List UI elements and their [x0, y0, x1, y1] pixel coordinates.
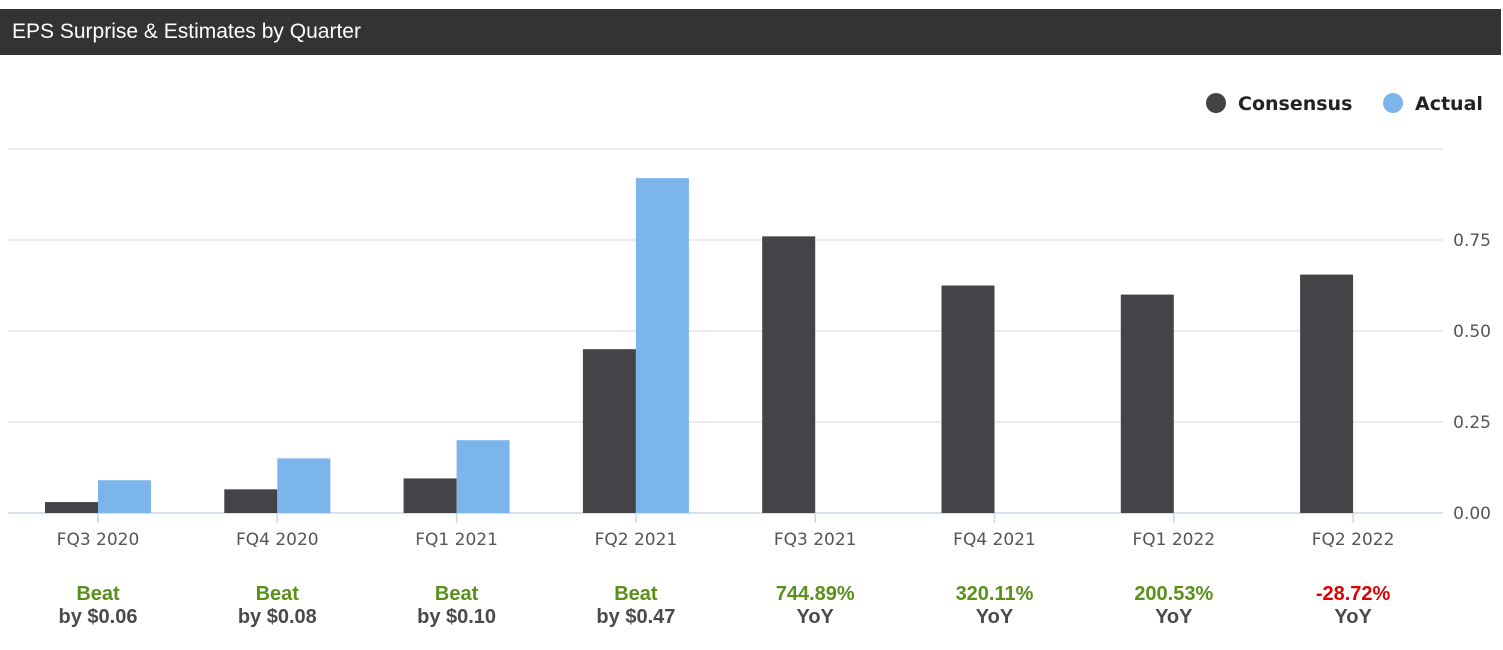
- bar-consensus[interactable]: [1120, 294, 1174, 513]
- bar-consensus[interactable]: [45, 502, 98, 513]
- surprise-label: Beat: [435, 583, 479, 605]
- bar-actual[interactable]: [277, 458, 331, 513]
- surprise-detail-label: YoY: [796, 606, 834, 628]
- legend-actual-marker: [1383, 93, 1403, 113]
- surprise-label: -28.72%: [1316, 583, 1391, 605]
- legend-actual-label[interactable]: Actual: [1415, 93, 1483, 115]
- x-tick-label: FQ3 2020: [57, 530, 140, 550]
- surprise-detail-label: by $0.06: [59, 606, 138, 628]
- bar-consensus[interactable]: [762, 236, 816, 514]
- y-tick-label: 0.75: [1453, 231, 1491, 251]
- surprise-detail-label: YoY: [1334, 606, 1372, 628]
- surprise-label: Beat: [614, 583, 658, 605]
- y-tick-label: 0.25: [1453, 413, 1491, 433]
- bar-consensus[interactable]: [582, 349, 636, 513]
- surprise-label: 744.89%: [776, 583, 855, 605]
- bar-actual[interactable]: [456, 440, 510, 513]
- surprise-label: 320.11%: [956, 583, 1034, 605]
- surprise-label: Beat: [256, 583, 300, 605]
- chart-title: EPS Surprise & Estimates by Quarter: [12, 20, 361, 43]
- bar-consensus[interactable]: [941, 285, 995, 514]
- y-tick-label: 0.00: [1453, 504, 1491, 524]
- surprise-detail-label: YoY: [976, 606, 1014, 628]
- x-tick-label: FQ4 2020: [236, 530, 319, 550]
- surprise-label: 200.53%: [1134, 583, 1213, 605]
- x-tick-label: FQ2 2022: [1312, 530, 1395, 550]
- bar-consensus[interactable]: [403, 478, 457, 513]
- x-tick-label: FQ2 2021: [595, 530, 678, 550]
- legend-consensus-label[interactable]: Consensus: [1238, 93, 1352, 115]
- x-tick-label: FQ4 2021: [953, 530, 1036, 550]
- y-tick-label: 0.50: [1453, 322, 1491, 342]
- surprise-detail-label: by $0.10: [417, 606, 496, 628]
- surprise-detail-label: YoY: [1155, 606, 1193, 628]
- surprise-detail-label: by $0.47: [596, 606, 675, 628]
- legend-consensus-marker: [1206, 93, 1226, 113]
- bar-consensus[interactable]: [224, 489, 278, 513]
- bar-actual[interactable]: [635, 178, 689, 513]
- x-tick-label: FQ1 2021: [415, 530, 498, 550]
- x-tick-label: FQ1 2022: [1132, 530, 1215, 550]
- bar-actual[interactable]: [98, 480, 151, 513]
- bar-consensus[interactable]: [1300, 274, 1354, 513]
- x-tick-label: FQ3 2021: [774, 530, 857, 550]
- surprise-detail-label: by $0.08: [238, 606, 317, 628]
- surprise-label: Beat: [76, 583, 120, 605]
- chart-header: EPS Surprise & Estimates by Quarter: [0, 9, 1501, 55]
